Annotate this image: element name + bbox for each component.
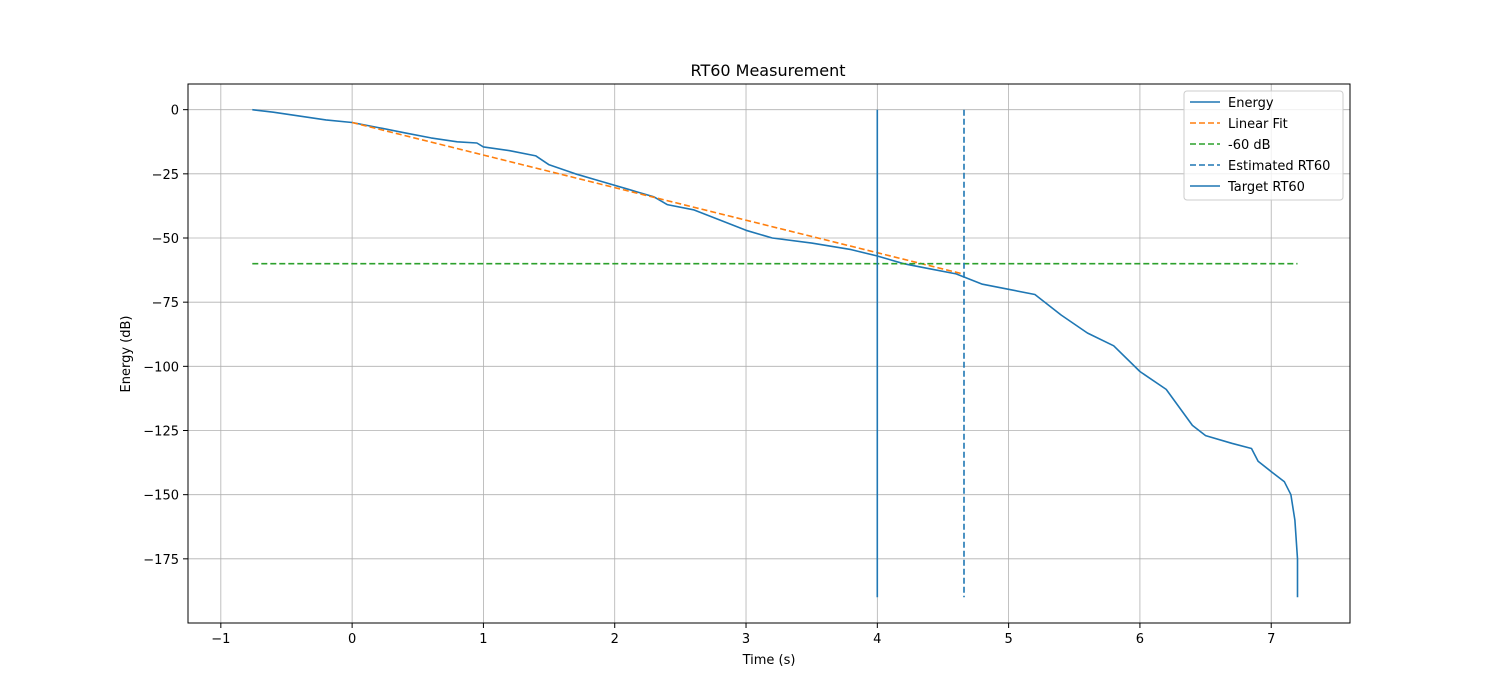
series-line-linear-fit xyxy=(351,121,963,275)
series-line-energy xyxy=(252,108,1299,598)
chart-title: RT60 Measurement xyxy=(690,61,845,80)
legend-label: -60 dB xyxy=(1228,138,1271,153)
x-tick-label: 7 xyxy=(1267,632,1275,647)
x-tick-label: 1 xyxy=(479,632,487,647)
x-axis-label: Time (s) xyxy=(742,653,796,668)
x-axis-ticks: −1 0 1 2 3 4 5 6 7 xyxy=(211,623,1275,647)
legend-box xyxy=(1183,90,1344,201)
y-tick-label: −25 xyxy=(152,168,179,183)
plot-frame xyxy=(187,83,1351,624)
x-tick-label: 5 xyxy=(1004,632,1012,647)
y-tick-label: −125 xyxy=(143,425,179,440)
y-tick-label: 0 xyxy=(171,104,179,119)
legend-label: Target RT60 xyxy=(1227,180,1305,195)
x-tick-label: 2 xyxy=(611,632,619,647)
y-tick-label: −50 xyxy=(152,232,179,247)
x-tick-label: 4 xyxy=(873,632,881,647)
y-tick-label: −175 xyxy=(143,553,179,568)
plot-series xyxy=(252,108,1299,598)
y-axis-ticks: 0 −25 −50 −75 −100 −125 −150 −175 xyxy=(143,104,188,568)
x-tick-label: 3 xyxy=(742,632,750,647)
legend-label: Linear Fit xyxy=(1228,117,1288,132)
legend-label: Estimated RT60 xyxy=(1228,159,1330,174)
legend-label: Energy xyxy=(1228,96,1274,111)
legend: Energy Linear Fit -60 dB Estimated RT60 Targ… xyxy=(1183,90,1344,201)
x-tick-label: 6 xyxy=(1136,632,1144,647)
x-tick-label: −1 xyxy=(211,632,230,647)
y-tick-label: −150 xyxy=(143,489,179,504)
x-tick-label: 0 xyxy=(348,632,356,647)
y-tick-label: −75 xyxy=(152,296,179,311)
y-tick-label: −100 xyxy=(143,360,179,375)
y-axis-label: Energy (dB) xyxy=(119,316,134,393)
